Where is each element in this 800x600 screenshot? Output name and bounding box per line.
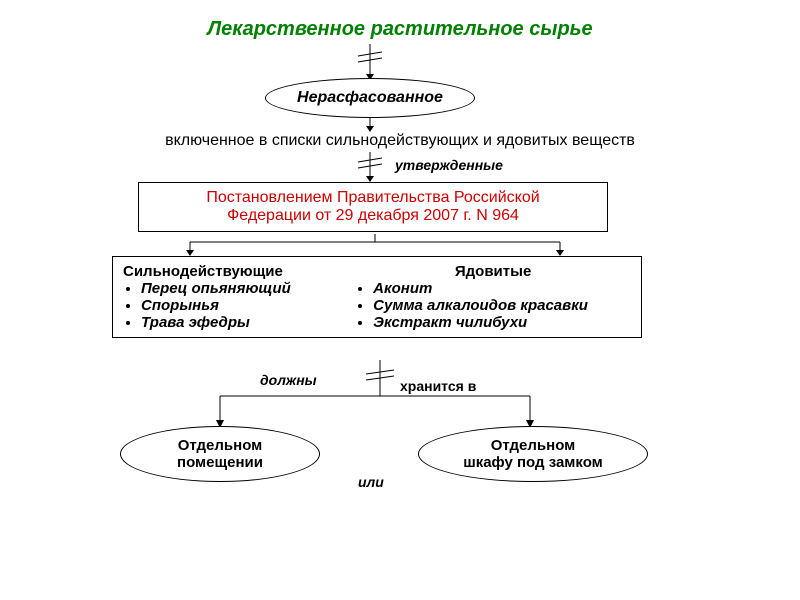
col-strong-title: Сильнодействующие bbox=[123, 263, 335, 280]
oval-room-l2: помещении bbox=[177, 454, 263, 471]
label-should: должны bbox=[260, 372, 317, 388]
label-stored-text: хранится в bbox=[400, 378, 476, 394]
oval-cabinet-l2: шкафу под замком bbox=[463, 454, 603, 471]
red-box-line1: Постановлением Правительства Российской bbox=[147, 189, 599, 207]
label-or-text: или bbox=[358, 474, 384, 490]
oval-room-l1: Отдельном bbox=[178, 437, 263, 454]
oval-cabinet: Отдельном шкафу под замком bbox=[418, 426, 648, 482]
label-approved: утвержденные bbox=[395, 157, 503, 173]
col-poison-title: Ядовитые bbox=[355, 263, 631, 280]
list-item: Экстракт чилибухи bbox=[373, 314, 631, 331]
col-poison-list: Аконит Сумма алкалоидов красавки Экстрак… bbox=[355, 280, 631, 331]
oval-room: Отдельном помещении bbox=[120, 426, 320, 482]
list-item: Спорынья bbox=[141, 297, 335, 314]
list-item: Аконит bbox=[373, 280, 631, 297]
list-item: Перец опьяняющий bbox=[141, 280, 335, 297]
col-strong-list: Перец опьяняющий Спорынья Трава эфедры bbox=[123, 280, 335, 331]
oval-unpackaged: Нерасфасованное bbox=[265, 78, 475, 118]
label-should-text: должны bbox=[260, 372, 317, 388]
connector-2 bbox=[358, 118, 382, 132]
connector-1 bbox=[350, 44, 390, 80]
red-box: Постановлением Правительства Российской … bbox=[138, 182, 608, 232]
col-strong: Сильнодействующие Перец опьяняющий Споры… bbox=[123, 263, 335, 331]
connector-3 bbox=[350, 152, 390, 182]
title-text: Лекарственное растительное сырье bbox=[207, 18, 592, 40]
oval-cabinet-l1: Отдельном bbox=[491, 437, 576, 454]
list-item: Трава эфедры bbox=[141, 314, 335, 331]
mid-text-content: включенное в списки сильнодействующих и … bbox=[165, 132, 635, 149]
page-title: Лекарственное растительное сырье bbox=[207, 18, 592, 41]
list-item: Сумма алкалоидов красавки bbox=[373, 297, 631, 314]
mid-text: включенное в списки сильнодействующих и … bbox=[75, 132, 725, 150]
label-or: или bbox=[358, 474, 384, 490]
connector-5 bbox=[160, 360, 600, 432]
label-stored: хранится в bbox=[400, 378, 476, 394]
red-box-line2: Федерации от 29 декабря 2007 г. N 964 bbox=[147, 207, 599, 225]
categories-box: Сильнодействующие Перец опьяняющий Споры… bbox=[112, 256, 642, 338]
label-approved-text: утвержденные bbox=[395, 157, 503, 173]
col-poison: Ядовитые Аконит Сумма алкалоидов красавк… bbox=[355, 263, 631, 331]
connector-4 bbox=[130, 234, 620, 258]
oval-unpackaged-text: Нерасфасованное bbox=[297, 89, 443, 107]
